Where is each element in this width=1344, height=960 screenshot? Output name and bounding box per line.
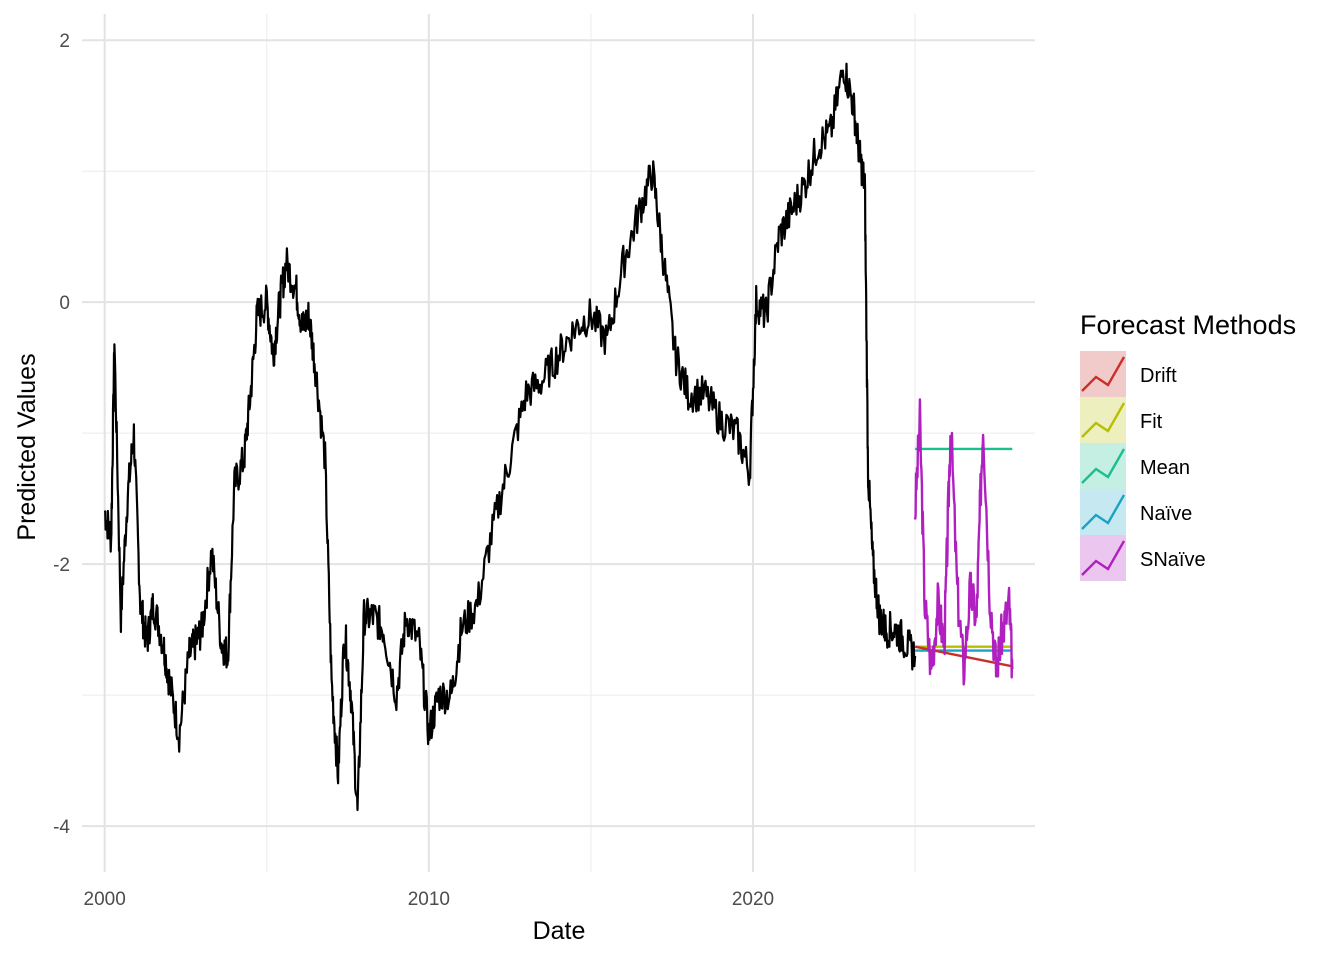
history-line [103, 62, 917, 812]
y-tick-label: 0 [59, 293, 70, 314]
legend-key-mean [1080, 443, 1126, 489]
x-axis-tick-labels: 2000 2010 2020 [84, 889, 775, 910]
major-gridlines [82, 14, 1035, 872]
legend-key-naive [1080, 489, 1126, 535]
legend-item-snaive: SNaïve [1080, 535, 1206, 581]
legend-label-fit: Fit [1140, 411, 1163, 433]
x-tick-label: 2010 [408, 889, 450, 910]
y-tick-label: -4 [53, 817, 70, 838]
y-tick-label: 2 [59, 31, 70, 52]
x-axis-title: Date [533, 917, 586, 945]
legend-line-fit [1081, 402, 1126, 438]
legend-label-naive: Naïve [1140, 503, 1192, 525]
legend-item-drift: Drift [1080, 351, 1177, 397]
x-tick-label: 2020 [732, 889, 774, 910]
legend-key-snaive [1080, 535, 1126, 581]
legend-item-mean: Mean [1080, 443, 1190, 489]
legend-label-drift: Drift [1140, 365, 1177, 387]
legend-line-naive [1081, 494, 1126, 530]
legend-title: Forecast Methods [1080, 310, 1296, 340]
legend-line-drift [1081, 356, 1126, 392]
legend-key-fit [1080, 397, 1126, 443]
legend-key-drift [1080, 351, 1126, 397]
legend: Forecast Methods Drift Fit Mean Naïve SNaïve [1080, 310, 1296, 581]
series-layer [103, 62, 1014, 812]
legend-entries: Drift Fit Mean Naïve SNaïve [1080, 351, 1206, 581]
legend-item-naive: Naïve [1080, 489, 1192, 535]
legend-line-mean [1081, 448, 1126, 484]
minor-gridlines [82, 14, 1035, 872]
y-axis-title: Predicted Values [13, 353, 41, 540]
y-axis-tick-labels: -4 -2 0 2 [53, 31, 70, 838]
x-tick-label: 2000 [84, 889, 126, 910]
legend-item-fit: Fit [1080, 397, 1163, 443]
legend-line-snaive [1081, 540, 1126, 576]
forecast-line-snaive [913, 398, 1014, 686]
legend-label-mean: Mean [1140, 457, 1190, 479]
y-tick-label: -2 [53, 555, 70, 576]
legend-label-snaive: SNaïve [1140, 549, 1206, 571]
